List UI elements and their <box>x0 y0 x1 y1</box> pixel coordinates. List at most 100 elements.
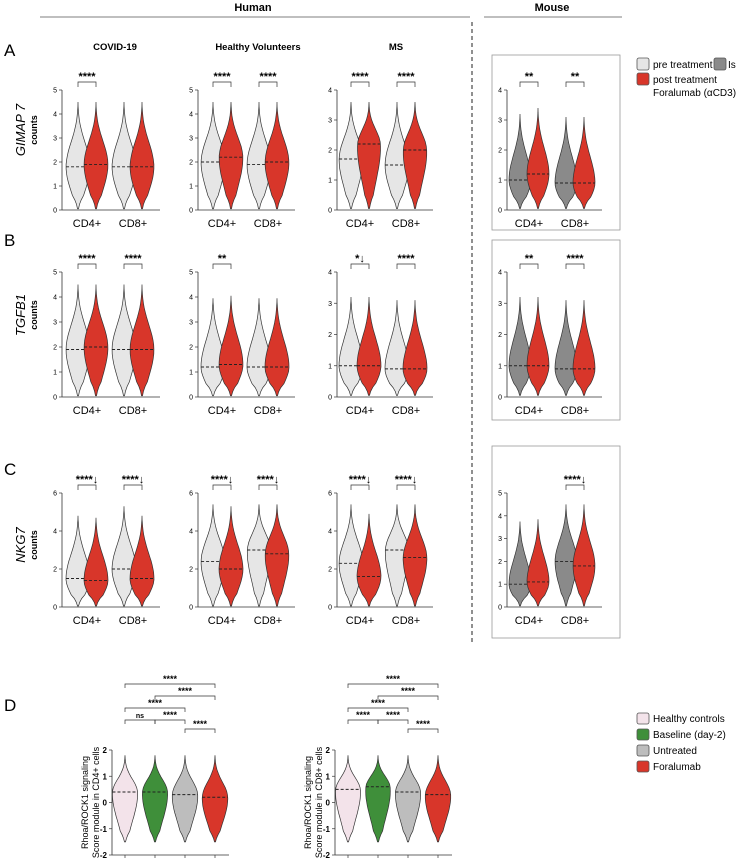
violin-pre <box>384 300 410 396</box>
violin-pre <box>338 296 364 396</box>
comparison-label: **** <box>386 710 401 720</box>
y-tick-label: 1 <box>103 772 108 781</box>
violin-pre <box>246 298 272 397</box>
row-label-c: NKG7 counts <box>13 527 39 563</box>
legend-label-healthy-controls: Healthy controls <box>653 714 725 725</box>
significance-label: *↓ <box>355 253 365 265</box>
comparison-bracket <box>154 695 216 700</box>
y-tick-label: 2 <box>189 345 193 352</box>
significance-bracket <box>396 484 416 490</box>
header-mouse: Mouse <box>535 2 570 14</box>
y-tick-label: -1 <box>323 825 331 834</box>
y-tick-label: 0 <box>326 799 331 808</box>
violin-panel-c-ms: 0 2 4 6 CD4+ ****↓ CD8+ ****↓ <box>328 474 433 627</box>
comparison-bracket <box>347 683 439 688</box>
violin-post <box>218 101 244 210</box>
y-tick-label: 4 <box>328 529 332 536</box>
row-label-b-gene: TGFB1 <box>13 294 28 336</box>
x-tick-label: CD8+ <box>561 218 589 230</box>
violin-panel-b-healthy-volunteers: 0 1 2 3 4 5 CD4+ ** CD8+ <box>189 253 295 417</box>
y-tick-label: 0 <box>498 208 502 215</box>
x-tick-label: CD4+ <box>73 218 101 230</box>
significance-bracket <box>350 263 370 269</box>
x-tick-label: CD8+ <box>119 405 147 417</box>
mouse-frame-c <box>491 445 621 639</box>
significance-label: ****↓ <box>76 474 99 486</box>
y-tick-label: 2 <box>189 567 193 574</box>
legend-label-untreated: Untreated <box>653 746 697 757</box>
violin-panel-b-covid-19: 0 1 2 3 4 5 CD4+ **** CD8+ **** <box>53 253 160 417</box>
significance-label: ****↓ <box>395 474 418 486</box>
y-tick-label: 1 <box>189 370 193 377</box>
significance-bracket <box>212 484 232 490</box>
violin-post <box>526 519 550 607</box>
y-tick-label: 3 <box>189 136 193 143</box>
violin-group-1 <box>142 755 168 843</box>
violin-panel-a-healthy-volunteers: 0 1 2 3 4 5 CD4+ **** CD8+ **** <box>189 71 295 230</box>
significance-label: ** <box>525 253 534 265</box>
violin-panel-a-mouse: 0 1 2 3 4 CD4+ ** CD8+ ** <box>498 71 602 230</box>
violin-panel-c-healthy-volunteers: 0 2 4 6 CD4+ ****↓ CD8+ ****↓ <box>189 474 295 627</box>
violin-post <box>356 296 382 396</box>
significance-bracket <box>212 81 232 87</box>
y-tick-label: -1 <box>100 825 108 834</box>
violin-panel-a-ms: 0 1 2 3 4 CD4+ **** CD8+ **** <box>328 71 433 230</box>
y-tick-label: 4 <box>53 529 57 536</box>
x-tick-label: CD4+ <box>208 615 236 627</box>
x-tick-label: CD4+ <box>346 405 374 417</box>
violin-panel-d-right: -2 -1 0 1 2 Rhoa/ROCK1 signaling Score module … <box>303 674 452 860</box>
y-tick-label: 0 <box>328 208 332 215</box>
column-title-covid: COVID-19 <box>93 42 137 53</box>
violin-post <box>572 300 596 396</box>
y-axis-label: Score module in CD8+ cells <box>314 746 324 858</box>
violin-group-3 <box>424 755 452 843</box>
violin-panel-c-covid-19: 0 2 4 6 CD4+ ****↓ CD8+ ****↓ <box>53 474 160 627</box>
y-tick-label: 2 <box>498 559 502 566</box>
legend-swatch-untreated <box>636 744 650 757</box>
comparison-label: **** <box>178 686 193 696</box>
violin-post <box>129 101 155 210</box>
comparison-label: **** <box>148 698 163 708</box>
significance-label: **** <box>397 71 415 83</box>
violin-panel-a-covid-19: 0 1 2 3 4 5 CD4+ **** CD8+ <box>53 71 160 230</box>
significance-bracket <box>565 263 585 269</box>
violin-pre <box>554 504 578 607</box>
column-title-healthy: Healthy Volunteers <box>215 42 300 53</box>
comparison-bracket <box>347 707 409 712</box>
y-tick-label: 3 <box>53 136 57 143</box>
y-tick-label: 2 <box>53 567 57 574</box>
legend-swatch-iso <box>713 57 727 71</box>
x-tick-label: CD4+ <box>73 615 101 627</box>
header-human: Human <box>234 2 272 14</box>
x-tick-label: CD8+ <box>119 218 147 230</box>
y-tick-label: 2 <box>328 332 332 339</box>
y-tick-label: 4 <box>189 529 193 536</box>
x-tick-label: CD8+ <box>561 405 589 417</box>
column-title-ms: MS <box>389 42 403 53</box>
violin-pre <box>111 506 137 607</box>
y-tick-label: 2 <box>498 332 502 339</box>
x-tick-label: CD8+ <box>254 218 282 230</box>
x-tick-label: CD8+ <box>254 615 282 627</box>
y-tick-label: -2 <box>100 851 108 860</box>
violin-group-2 <box>395 755 421 843</box>
y-tick-label: 3 <box>498 536 502 543</box>
y-tick-label: 4 <box>328 270 332 277</box>
violin-post <box>83 284 109 397</box>
violin-panel-b-ms: 0 1 2 3 4 CD4+ *↓ CD8+ **** <box>328 253 433 417</box>
violin-post <box>218 506 244 607</box>
y-tick-label: 2 <box>498 148 502 155</box>
x-tick-label: CD4+ <box>208 405 236 417</box>
violin-group-0 <box>335 755 361 843</box>
y-tick-label: 0 <box>189 395 193 402</box>
y-tick-label: 0 <box>189 208 193 215</box>
y-tick-label: 2 <box>103 746 108 755</box>
violin-pre <box>508 113 532 209</box>
significance-bracket <box>519 81 539 87</box>
y-tick-label: 2 <box>326 746 331 755</box>
y-tick-label: 3 <box>328 301 332 308</box>
x-tick-label: CD8+ <box>392 615 420 627</box>
violin-post <box>264 298 290 397</box>
y-tick-label: 6 <box>189 491 193 498</box>
y-tick-label: 2 <box>189 160 193 167</box>
